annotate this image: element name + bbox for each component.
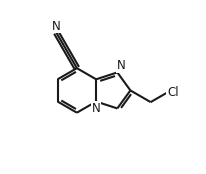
Text: Cl: Cl	[167, 86, 179, 99]
Text: N: N	[92, 102, 101, 114]
Text: N: N	[117, 59, 126, 72]
Text: N: N	[52, 19, 61, 33]
